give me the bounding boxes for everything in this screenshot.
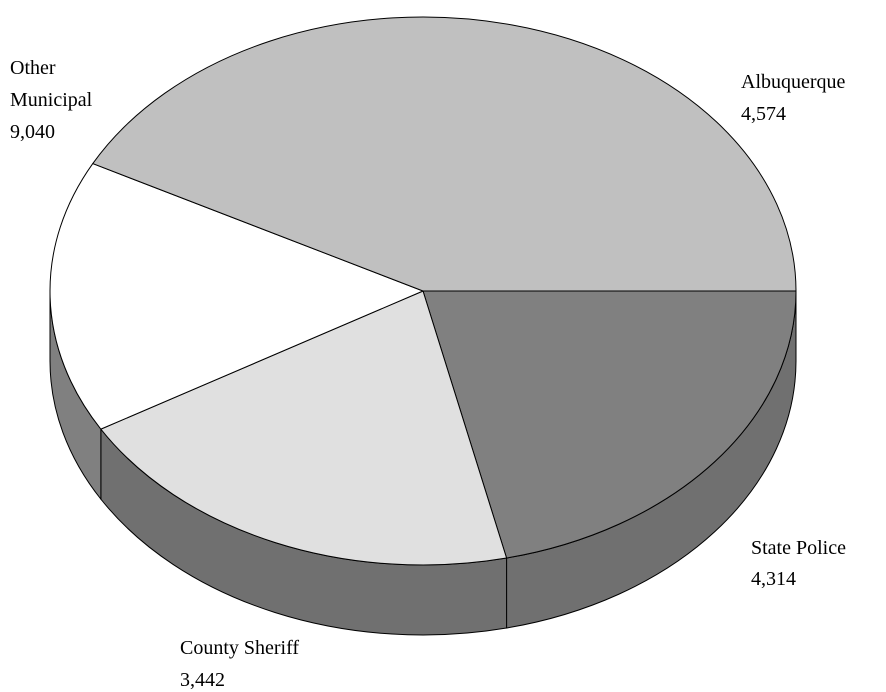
label-county-sheriff-name: County Sheriff <box>180 637 299 659</box>
label-county-sheriff-value: 3,442 <box>180 669 225 691</box>
label-other-municipal-line1: Other <box>10 57 56 79</box>
label-state-police-value: 4,314 <box>751 568 796 590</box>
pie-slice-state-police <box>100 290 508 566</box>
pie-tops <box>49 16 797 566</box>
label-albuquerque-name: Albuquerque <box>741 71 846 93</box>
pie-slice-other-municipal <box>92 16 797 292</box>
label-other-municipal-value: 9,040 <box>10 121 55 143</box>
pie-slice-county-sheriff <box>49 163 424 430</box>
label-albuquerque-value: 4,574 <box>741 103 786 125</box>
pie-slice-albuquerque <box>422 290 797 559</box>
label-state-police-name: State Police <box>751 537 846 559</box>
label-other-municipal-line2: Municipal <box>10 89 93 111</box>
